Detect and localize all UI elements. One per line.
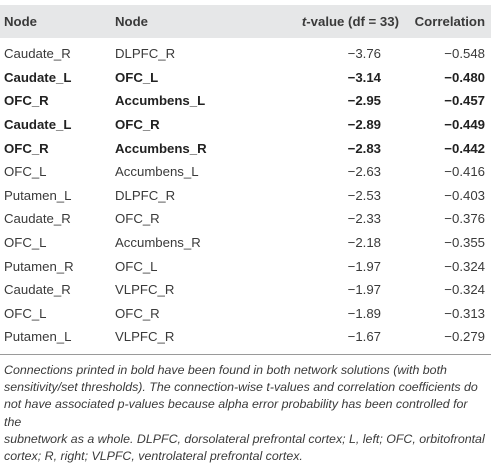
table-row: OFC_L Accumbens_R −2.18 −0.355 — [0, 231, 491, 255]
cell-node-1: OFC_L — [4, 235, 47, 251]
cell-node-2: OFC_L — [115, 258, 158, 274]
cell-node-2: VLPFC_R — [115, 282, 175, 298]
table-row: OFC_R Accumbens_L −2.95 −0.457 — [0, 89, 491, 113]
table-row: Caudate_L OFC_L −3.14 −0.480 — [0, 66, 491, 90]
cell-node-2: Accumbens_L — [115, 93, 206, 109]
table-row: OFC_R Accumbens_R −2.83 −0.442 — [0, 136, 491, 160]
table-row: OFC_L OFC_R −1.89 −0.313 — [0, 302, 491, 326]
table-header: Node Node t-value (df = 33) Correlation — [0, 5, 491, 38]
cell-node-1: Caudate_L — [4, 69, 72, 85]
table-row: Putamen_L DLPFC_R −2.53 −0.403 — [0, 184, 491, 208]
cell-correlation: −0.355 — [444, 235, 485, 251]
cell-node-2: Accumbens_L — [115, 164, 199, 180]
footnote-line: sensitivity/set thresholds). The connect… — [4, 380, 478, 395]
cell-node-2: DLPFC_R — [115, 187, 176, 203]
cell-correlation: −0.324 — [444, 258, 485, 274]
header-t-italic: t — [301, 14, 307, 29]
cell-t-value: −1.97 — [347, 282, 381, 298]
cell-correlation: −0.442 — [444, 140, 485, 156]
footnote-line: subnetwork as a whole. DLPFC, dorsolater… — [4, 431, 485, 446]
cell-correlation: −0.376 — [444, 211, 485, 227]
cell-t-value: −2.95 — [347, 93, 381, 109]
cell-node-2: Accumbens_R — [115, 140, 207, 156]
cell-correlation: −0.457 — [444, 93, 485, 109]
table-row: Caudate_R VLPFC_R −1.97 −0.324 — [0, 278, 491, 302]
table-body: Caudate_R DLPFC_R −3.76 −0.548 Caudate_L OFC_… — [0, 38, 491, 355]
cell-correlation: −0.324 — [444, 282, 485, 298]
footnote-line: not have associated p-values because alp… — [4, 397, 468, 429]
cell-t-value: −2.89 — [347, 117, 381, 133]
header-node-2: Node — [115, 5, 265, 38]
cell-t-value: −3.14 — [347, 69, 381, 85]
header-t-value: t-value (df = 33) — [265, 5, 407, 38]
cell-correlation: −0.416 — [444, 164, 485, 180]
cell-node-1: OFC_R — [4, 93, 49, 109]
cell-node-2: OFC_R — [115, 117, 160, 133]
cell-correlation: −0.548 — [444, 46, 485, 62]
cell-correlation: −0.449 — [444, 117, 485, 133]
cell-node-1: OFC_L — [4, 305, 47, 321]
cell-node-2: DLPFC_R — [115, 46, 176, 62]
footnote-line: cortex; R, right; VLPFC, ventrolateral p… — [4, 449, 303, 464]
table-figure: Node Node t-value (df = 33) Correlation … — [0, 5, 491, 463]
cell-node-1: OFC_L — [4, 164, 47, 180]
cell-correlation: −0.480 — [444, 69, 485, 85]
cell-node-2: OFC_R — [115, 305, 160, 321]
cell-t-value: −2.53 — [347, 187, 381, 203]
cell-t-value: −2.63 — [347, 164, 381, 180]
cell-node-1: Putamen_R — [4, 258, 74, 274]
cell-t-value: −1.89 — [347, 305, 381, 321]
cell-node-1: Caudate_R — [4, 46, 71, 62]
header-row: Node Node t-value (df = 33) Correlation — [0, 5, 491, 38]
cell-t-value: −1.97 — [347, 258, 381, 274]
table-row: Caudate_L OFC_R −2.89 −0.449 — [0, 113, 491, 137]
table-row: Caudate_R DLPFC_R −3.76 −0.548 — [0, 38, 491, 66]
cell-node-1: Putamen_L — [4, 329, 72, 345]
cell-node-2: OFC_R — [115, 211, 160, 227]
header-t-rest: -value (df = 33) — [306, 14, 399, 29]
cell-t-value: −3.76 — [347, 46, 381, 62]
cell-node-2: Accumbens_R — [115, 235, 201, 251]
cell-correlation: −0.403 — [444, 187, 485, 203]
header-node-1: Node — [0, 5, 115, 38]
cell-node-1: Caudate_R — [4, 282, 71, 298]
cell-node-1: Putamen_L — [4, 187, 72, 203]
table-row: OFC_L Accumbens_L −2.63 −0.416 — [0, 160, 491, 184]
cell-t-value: −2.18 — [347, 235, 381, 251]
footnote-line: Connections printed in bold have been fo… — [4, 363, 447, 377]
cell-node-2: OFC_L — [115, 69, 159, 85]
cell-correlation: −0.279 — [444, 329, 485, 345]
cell-node-1: Caudate_L — [4, 117, 72, 133]
cell-node-2: VLPFC_R — [115, 329, 175, 345]
table-row: Caudate_R OFC_R −2.33 −0.376 — [0, 207, 491, 231]
table-row: Putamen_L VLPFC_R −1.67 −0.279 — [0, 325, 491, 354]
table-row: Putamen_R OFC_L −1.97 −0.324 — [0, 254, 491, 278]
results-table: Node Node t-value (df = 33) Correlation … — [0, 5, 491, 355]
cell-t-value: −2.33 — [347, 211, 381, 227]
cell-correlation: −0.313 — [444, 305, 485, 321]
cell-node-1: OFC_R — [4, 140, 49, 156]
cell-t-value: −1.67 — [347, 329, 381, 345]
table-footnote: Connections printed in bold have been fo… — [4, 362, 486, 465]
header-correlation: Correlation — [407, 5, 491, 38]
cell-t-value: −2.83 — [347, 140, 381, 156]
cell-node-1: Caudate_R — [4, 211, 71, 227]
